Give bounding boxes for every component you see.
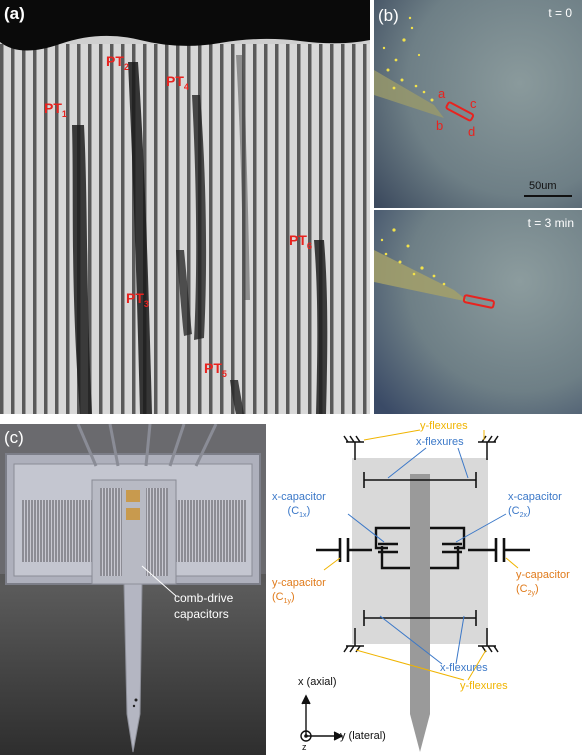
comb-drive-annotation: comb-drive capacitors xyxy=(174,591,234,621)
y-capacitor-right-label: y-capacitor (C2y) xyxy=(516,569,570,598)
x-flexures-top-label: x-flexures xyxy=(416,436,464,448)
mark-d: d xyxy=(468,124,476,139)
mark-b: b xyxy=(436,118,444,133)
y-flexures-top-label: y-flexures xyxy=(420,420,468,432)
frame-t0-svg xyxy=(374,0,582,208)
track-pt4 xyxy=(192,95,207,340)
z-axis-dot xyxy=(304,734,308,738)
probe-shaft xyxy=(410,474,430,752)
time-t3: t = 3 min xyxy=(527,216,574,230)
scale-bar-label: 50um xyxy=(529,180,557,192)
panel-c-schematic: y-flexures x-flexures x-capacitor (C1x) … xyxy=(268,418,582,755)
bond-leads xyxy=(76,424,218,467)
axis-x-label: x (axial) xyxy=(298,676,337,688)
axis-z-label: z xyxy=(302,742,307,752)
panel-a-label: (a) xyxy=(4,4,25,23)
dark-top-region xyxy=(0,0,370,51)
tip-marker-box xyxy=(445,101,475,122)
fluorescent-particles-t3 xyxy=(380,228,446,286)
track-pt5 xyxy=(230,380,244,414)
panel-b-label: (b) xyxy=(378,6,399,25)
panel-a-micrograph: (a) PT1 PT2 PT3 PT4 PT5 PT6 xyxy=(0,0,370,414)
bond-pad-1 xyxy=(126,490,140,502)
panel-b-top-frame: (b) t = 0 a b c d 50um xyxy=(374,0,582,208)
pt4-label: PT4 xyxy=(166,73,189,92)
coordinate-axes xyxy=(300,694,344,742)
track-faint xyxy=(236,55,250,300)
x-capacitor-left-label: x-capacitor (C1x) xyxy=(272,491,326,520)
electrode-shank xyxy=(374,70,444,118)
device-photo-svg xyxy=(0,424,266,755)
micrograph-svg xyxy=(0,0,370,414)
panel-c-photo: (c) comb-drive capacitors xyxy=(0,424,266,755)
yellow-leaders xyxy=(323,429,519,681)
blue-leaders xyxy=(347,447,507,665)
pt3-label: PT3 xyxy=(126,290,149,309)
bond-pad-2 xyxy=(126,508,140,520)
comb-bank-left xyxy=(22,500,92,562)
pt5-label: PT5 xyxy=(204,360,227,379)
track-pt1 xyxy=(72,125,92,414)
y-capacitor-left-label: y-capacitor (C1y) xyxy=(272,577,326,606)
mark-c: c xyxy=(470,96,477,111)
x-flexures-bottom-label: x-flexures xyxy=(440,662,488,674)
comb-bank-right xyxy=(176,500,246,562)
panel-b-bottom-frame: t = 3 min xyxy=(374,210,582,414)
track-pt3 xyxy=(176,250,192,336)
probe-shank xyxy=(123,583,143,753)
axis-y-label: y (lateral) xyxy=(340,730,386,742)
mark-a: a xyxy=(438,86,446,101)
panel-c-label: (c) xyxy=(4,428,24,447)
track-pt6 xyxy=(314,240,328,414)
pt2-label: PT2 xyxy=(106,53,129,72)
capacitor-wiring xyxy=(316,526,530,570)
pt1-label: PT1 xyxy=(44,100,67,119)
tissue-striations xyxy=(0,44,370,414)
track-pt2 xyxy=(128,62,152,414)
frame-t3-svg xyxy=(374,210,582,414)
x-capacitor-right-label: x-capacitor (C2x) xyxy=(508,491,562,520)
time-t0: t = 0 xyxy=(548,6,572,20)
y-flexures-bottom-label: y-flexures xyxy=(460,680,508,692)
schematic-svg xyxy=(300,429,530,752)
tip-marker-box-t3 xyxy=(462,294,495,309)
corner-anchors xyxy=(343,435,499,653)
comb-annotation-line xyxy=(141,565,177,597)
fluorescent-particles xyxy=(382,16,434,102)
electrode-shank-t3 xyxy=(374,250,469,302)
pt6-label: PT6 xyxy=(289,232,312,251)
